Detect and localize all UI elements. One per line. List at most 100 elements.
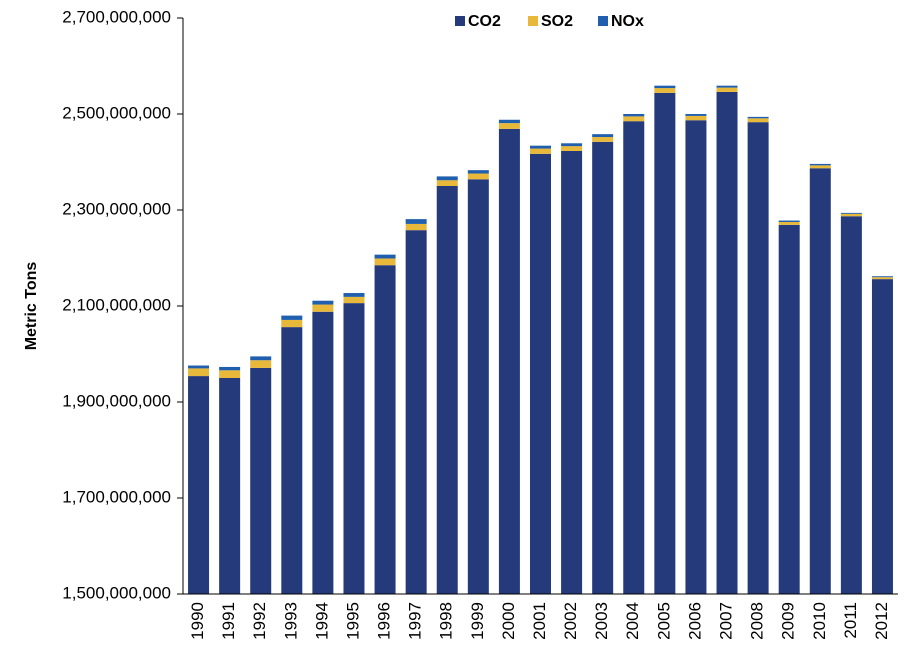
x-tick-label: 1999: [468, 602, 487, 640]
x-tick-label: 2011: [841, 602, 860, 639]
x-tick-label: 2010: [810, 602, 829, 640]
y-tick-label: 1,500,000,000: [62, 583, 171, 602]
bar-segment: [840, 213, 862, 217]
bar-segment: [747, 122, 769, 594]
bar-segment: [809, 168, 831, 595]
bar-segment: [871, 277, 893, 280]
bar-segment: [871, 279, 893, 594]
y-tick-label: 2,500,000,000: [62, 103, 171, 122]
bar-segment: [312, 300, 334, 305]
bar-segment: [840, 212, 862, 214]
x-tick-label: 2000: [499, 602, 518, 640]
bar-segment: [498, 128, 520, 594]
bar-segment: [654, 88, 676, 93]
legend-label: SO2: [541, 13, 573, 30]
x-tick-label: 1992: [250, 602, 269, 640]
bar-segment: [871, 276, 893, 278]
x-tick-label: 1993: [281, 602, 300, 640]
x-tick-label: 1991: [219, 602, 238, 640]
x-tick-label: 2012: [872, 602, 891, 640]
bar-segment: [778, 220, 800, 222]
bar-segment: [188, 376, 210, 594]
x-tick-label: 2002: [561, 602, 580, 640]
bar-segment: [561, 143, 583, 147]
bar-segment: [716, 85, 738, 88]
bar-segment: [592, 141, 614, 594]
bar-segment: [778, 224, 800, 594]
bar-segment: [747, 118, 769, 123]
bar-segment: [219, 370, 241, 378]
x-tick-label: 1994: [312, 602, 331, 640]
bar-segment: [530, 145, 551, 149]
x-tick-label: 2003: [592, 602, 611, 640]
bar-segment: [778, 222, 800, 225]
x-tick-label: 1990: [188, 602, 207, 640]
y-tick-label: 2,300,000,000: [62, 199, 171, 218]
bar-segment: [716, 91, 738, 595]
bar-segment: [219, 366, 241, 371]
bar-segment: [685, 120, 707, 595]
bar-segment: [436, 180, 458, 186]
bar-segment: [467, 170, 489, 174]
bar-segment: [405, 223, 427, 231]
bar-segment: [250, 356, 272, 361]
bar-segment: [343, 303, 365, 594]
bar-segment: [467, 179, 489, 594]
y-tick-label: 1,700,000,000: [62, 487, 171, 506]
bar-segment: [654, 92, 676, 594]
legend-label: NOx: [611, 13, 644, 30]
bar-segment: [623, 121, 645, 594]
x-tick-label: 2009: [779, 602, 798, 640]
bar-segment: [530, 148, 551, 154]
legend-swatch: [598, 16, 608, 26]
bar-segment: [281, 319, 303, 328]
y-tick-label: 1,900,000,000: [62, 391, 171, 410]
bar-segment: [654, 85, 676, 89]
bar-segment: [685, 115, 707, 121]
bar-segment: [312, 311, 334, 594]
bar-segment: [436, 186, 458, 594]
y-tick-label: 2,700,000,000: [62, 7, 171, 26]
bar-segment: [436, 176, 458, 181]
bar-segment: [623, 116, 645, 122]
legend-label: CO2: [468, 13, 501, 30]
bar-segment: [498, 119, 520, 124]
bar-segment: [281, 315, 303, 320]
bar-segment: [374, 254, 396, 259]
bar-segment: [405, 230, 427, 594]
x-tick-label: 2005: [654, 602, 673, 640]
x-tick-label: 1996: [375, 602, 394, 640]
bar-segment: [530, 153, 551, 594]
bar-segment: [716, 87, 738, 92]
bar-segment: [188, 368, 210, 377]
bar-segment: [405, 219, 427, 224]
bar-segment: [561, 150, 583, 594]
bar-segment: [561, 146, 583, 151]
bar-segment: [343, 293, 365, 297]
x-tick-label: 2007: [717, 602, 736, 640]
x-tick-label: 2006: [685, 602, 704, 640]
bar-segment: [188, 365, 210, 369]
legend-swatch: [455, 16, 465, 26]
x-tick-label: 1998: [437, 602, 456, 640]
bar-segment: [747, 116, 769, 119]
bar-segment: [623, 114, 645, 117]
bar-segment: [374, 265, 396, 594]
x-tick-label: 2001: [530, 602, 549, 640]
x-tick-label: 2004: [623, 602, 642, 640]
x-tick-label: 2008: [748, 602, 767, 640]
bar-segment: [343, 296, 365, 304]
bar-segment: [467, 173, 489, 180]
bar-segment: [592, 134, 614, 138]
bar-segment: [809, 163, 831, 166]
bar-segment: [374, 258, 396, 266]
x-tick-label: 1997: [406, 602, 425, 640]
bar-segment: [840, 216, 862, 595]
bar-segment: [250, 367, 272, 594]
bar-segment: [312, 304, 334, 312]
y-axis-label: Metric Tons: [23, 262, 40, 351]
bar-segment: [809, 165, 831, 169]
y-tick-label: 2,100,000,000: [62, 295, 171, 314]
